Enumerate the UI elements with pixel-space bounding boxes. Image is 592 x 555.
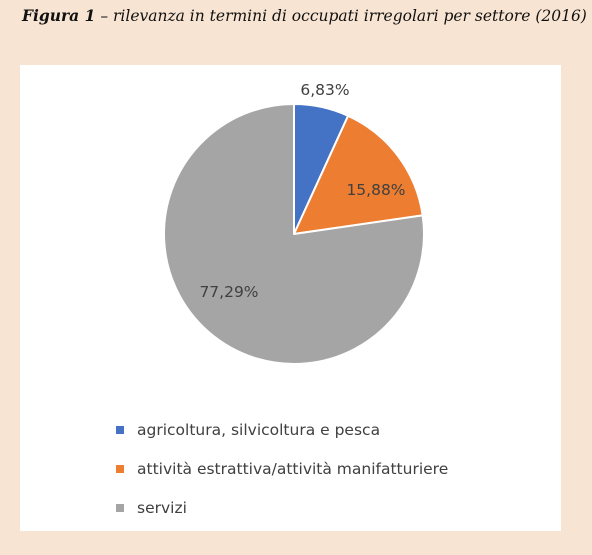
legend-item-1: agricoltura, silvicoltura e pesca [116,419,448,458]
legend-item-2: attività estrattiva/attività manifatturi… [116,458,448,497]
figure-caption: Figura 1 – rilevanza in termini di occup… [22,6,587,25]
figure-caption-text: – rilevanza in termini di occupati irreg… [95,7,587,25]
legend-swatch-3 [116,503,124,512]
chart-area: 6,83% 15,88% 77,29% agricoltura, silvicolt… [20,65,561,531]
pie-chart: 6,83% 15,88% 77,29% [163,81,426,365]
legend-item-3: servizi [116,497,448,536]
legend-swatch-1 [116,425,124,434]
legend-label-2: attività estrattiva/attività manifatturi… [137,460,449,478]
pie-data-label-1: 6,83% [300,81,349,99]
pie-slice-3 [163,103,426,365]
chart-legend: agricoltura, silvicoltura e pesca attivit… [116,419,448,536]
pie-slice-2 [293,114,424,235]
figure-caption-label: Figura 1 [22,6,96,25]
legend-swatch-2 [116,464,124,473]
legend-label-1: agricoltura, silvicoltura e pesca [137,421,381,439]
pie-data-label-2: 15,88% [346,181,405,199]
pie-data-label-3: 77,29% [199,283,258,301]
legend-label-3: servizi [137,499,187,517]
